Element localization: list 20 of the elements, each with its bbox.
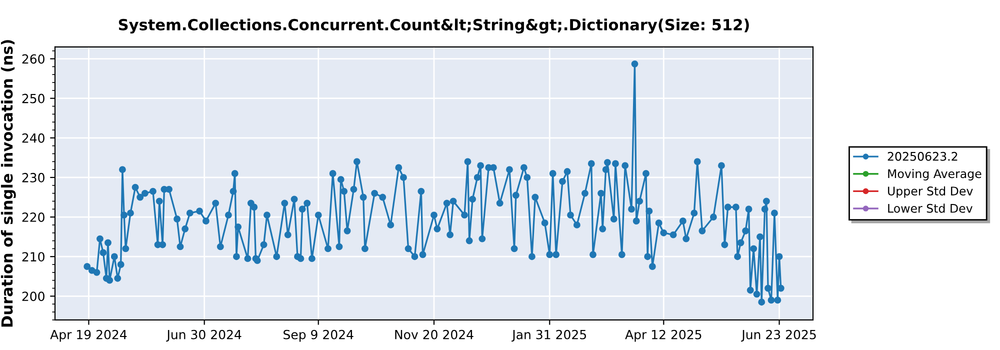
y-tick-label: 260 (22, 54, 44, 64)
x-tick-label: Jun 23 2025 (741, 330, 816, 342)
x-tick-label: Jan 31 2025 (512, 330, 586, 342)
y-tick-label: 240 (22, 133, 44, 143)
y-tick-label: 220 (22, 212, 44, 222)
chart-title: System.Collections.Concurrent.Count&lt;String&gt;.Dictionary(Size: 512) (118, 18, 749, 34)
legend-label: Lower Std Dev (888, 204, 972, 213)
x-tick-label: Jun 30 2024 (166, 330, 242, 342)
y-axis-title: Duration of single invocation (ns) (0, 40, 16, 327)
x-tick-label: Sep 9 2024 (284, 330, 354, 342)
legend-label: Upper Std Dev (888, 186, 973, 198)
y-tick-label: 210 (22, 252, 44, 262)
x-tick-label: Apr 12 2025 (625, 330, 702, 342)
x-tick-label: Apr 19 2024 (50, 330, 127, 342)
y-tick-label: 200 (22, 292, 44, 302)
legend-label: 20250623.2 (888, 152, 958, 161)
legend-label: Moving Average (888, 169, 982, 180)
y-tick-label: 250 (22, 94, 44, 104)
y-tick-label: 230 (22, 172, 44, 182)
x-tick-label: Nov 20 2024 (395, 330, 474, 340)
